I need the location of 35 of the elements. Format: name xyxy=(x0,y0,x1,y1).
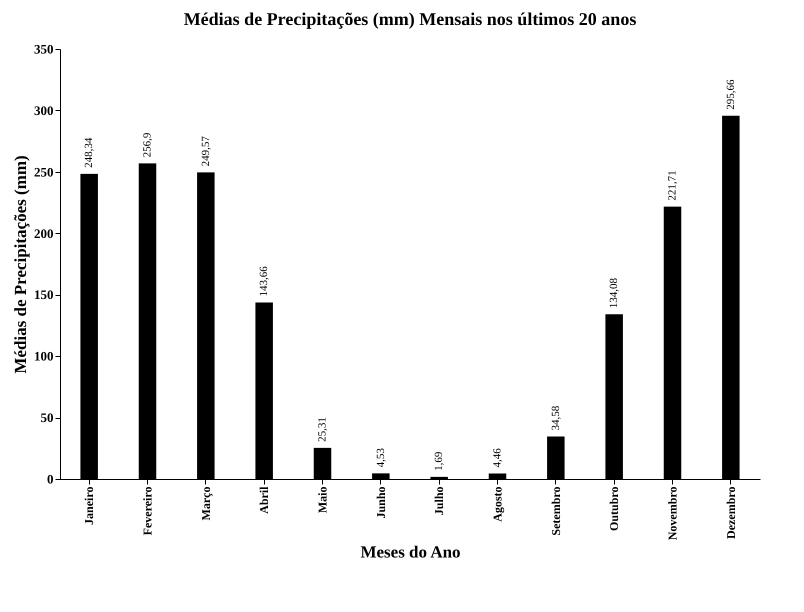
data-label: 143,66 xyxy=(258,266,270,297)
x-tick-label: Dezembro xyxy=(724,486,738,539)
data-label: 134,08 xyxy=(608,278,620,308)
y-tick-label: 150 xyxy=(34,287,54,302)
x-tick-label: Agosto xyxy=(490,486,504,522)
x-tick-label: Julho xyxy=(432,486,446,516)
data-label: 25,31 xyxy=(316,417,328,442)
x-tick-label: Março xyxy=(198,486,213,520)
data-label: 4,46 xyxy=(492,448,504,468)
data-label: 34,58 xyxy=(550,405,562,431)
data-label: 4,53 xyxy=(374,448,387,468)
x-tick-label: Setembro xyxy=(548,486,563,536)
data-label: 256,9 xyxy=(142,132,154,158)
y-tick-label: 0 xyxy=(47,472,54,486)
x-tick-label: Fevereiro xyxy=(140,486,154,536)
data-label: 221,71 xyxy=(666,170,678,201)
data-label: 249,57 xyxy=(200,136,212,166)
x-tick-label: Outubro xyxy=(607,486,622,531)
y-tick-label: 50 xyxy=(40,410,54,426)
x-tick-label: Janeiro xyxy=(82,486,96,525)
y-tick-label: 200 xyxy=(34,226,54,241)
x-tick-label: Novembro xyxy=(666,486,680,540)
y-tick-label: 350 xyxy=(34,42,54,56)
y-axis-title: Médias de Precipitações (mm) xyxy=(11,155,30,374)
chart-title: Médias de Precipitações (mm) Mensais nos últimos 20 anos xyxy=(184,9,636,29)
data-label: 1,69 xyxy=(433,451,446,471)
y-tick-label: 250 xyxy=(34,164,54,180)
y-tick-label: 300 xyxy=(34,102,54,118)
data-label: 248,34 xyxy=(83,137,96,168)
y-tick-label: 100 xyxy=(34,348,54,364)
x-axis-title: Meses do Ano xyxy=(360,542,461,562)
x-tick-label: Abril xyxy=(257,486,272,514)
x-tick-label: Junho xyxy=(374,486,388,519)
x-tick-label: Maio xyxy=(316,486,330,514)
data-label: 295,66 xyxy=(724,79,737,110)
